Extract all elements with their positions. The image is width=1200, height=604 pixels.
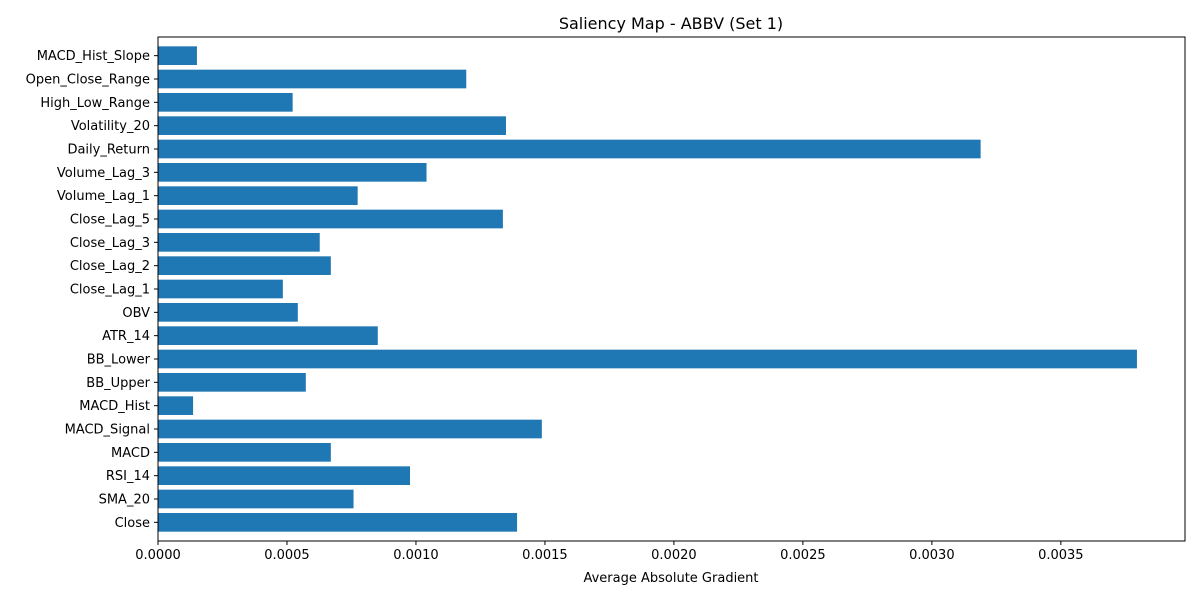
y-tick-label: SMA_20: [99, 493, 150, 508]
bar: [158, 163, 427, 182]
bar: [158, 256, 331, 275]
bar: [158, 209, 503, 229]
x-tick-label: 0.0025: [780, 548, 826, 563]
bar: [158, 233, 320, 252]
y-tick-label: BB_Lower: [87, 353, 151, 368]
y-tick-label: ATR_14: [102, 329, 150, 344]
bar: [158, 93, 293, 112]
bar: [158, 186, 358, 205]
chart-title: Saliency Map - ABBV (Set 1): [559, 14, 783, 33]
plot-frame: [157, 36, 1186, 542]
bar: [158, 396, 194, 415]
x-axis: 0.0000 0.0005 0.0010 0.0015 0.0020 0.0025 0.00…: [135, 541, 1084, 563]
bar: [158, 139, 981, 159]
bar: [158, 279, 283, 299]
y-tick-label: OBV: [122, 306, 150, 321]
y-tick-label: Close_Lag_2: [70, 259, 150, 274]
x-tick-label: 0.0015: [522, 548, 568, 563]
x-tick-label: 0.0005: [264, 548, 310, 563]
y-tick-label: MACD: [111, 446, 150, 461]
y-tick-label: Volatility_20: [71, 119, 150, 134]
y-tick-label: Volume_Lag_3: [57, 166, 150, 181]
bar: [158, 443, 331, 462]
y-tick-label: Daily_Return: [67, 143, 150, 158]
x-tick-label: 0.0035: [1038, 548, 1084, 563]
bars-layer: [158, 46, 1137, 532]
y-tick-label: MACD_Signal: [65, 423, 150, 438]
y-tick-label: Open_Close_Range: [26, 73, 150, 88]
y-tick-label: Close_Lag_1: [70, 283, 150, 298]
bar: [158, 513, 518, 532]
bar: [158, 419, 542, 439]
x-tick-label: 0.0020: [651, 548, 697, 563]
x-tick-label: 0.0010: [393, 548, 439, 563]
bar: [158, 326, 378, 345]
bar: [158, 69, 467, 89]
y-tick-label: Close_Lag_5: [70, 213, 150, 228]
bar: [158, 466, 411, 485]
bar: [158, 489, 354, 509]
y-tick-label: RSI_14: [106, 469, 150, 484]
x-tick-label: 0.0000: [135, 548, 181, 563]
bar: [158, 46, 197, 65]
y-tick-label: BB_Upper: [86, 376, 150, 391]
y-tick-label: Close_Lag_3: [70, 236, 150, 251]
x-axis-label: Average Absolute Gradient: [583, 571, 758, 586]
x-tick-label: 0.0030: [909, 548, 955, 563]
y-tick-label: High_Low_Range: [40, 96, 150, 111]
bar: [158, 116, 506, 135]
y-axis: Close SMA_20 RSI_14 MACD MACD_Signal MACD_His…: [26, 49, 158, 531]
bar: [158, 373, 306, 392]
y-tick-label: Close: [115, 516, 150, 531]
bar: [158, 303, 298, 322]
y-tick-label: MACD_Hist_Slope: [37, 49, 150, 64]
y-tick-label: Volume_Lag_1: [57, 189, 150, 204]
bar: [158, 349, 1137, 369]
y-tick-label: MACD_Hist: [79, 399, 150, 414]
